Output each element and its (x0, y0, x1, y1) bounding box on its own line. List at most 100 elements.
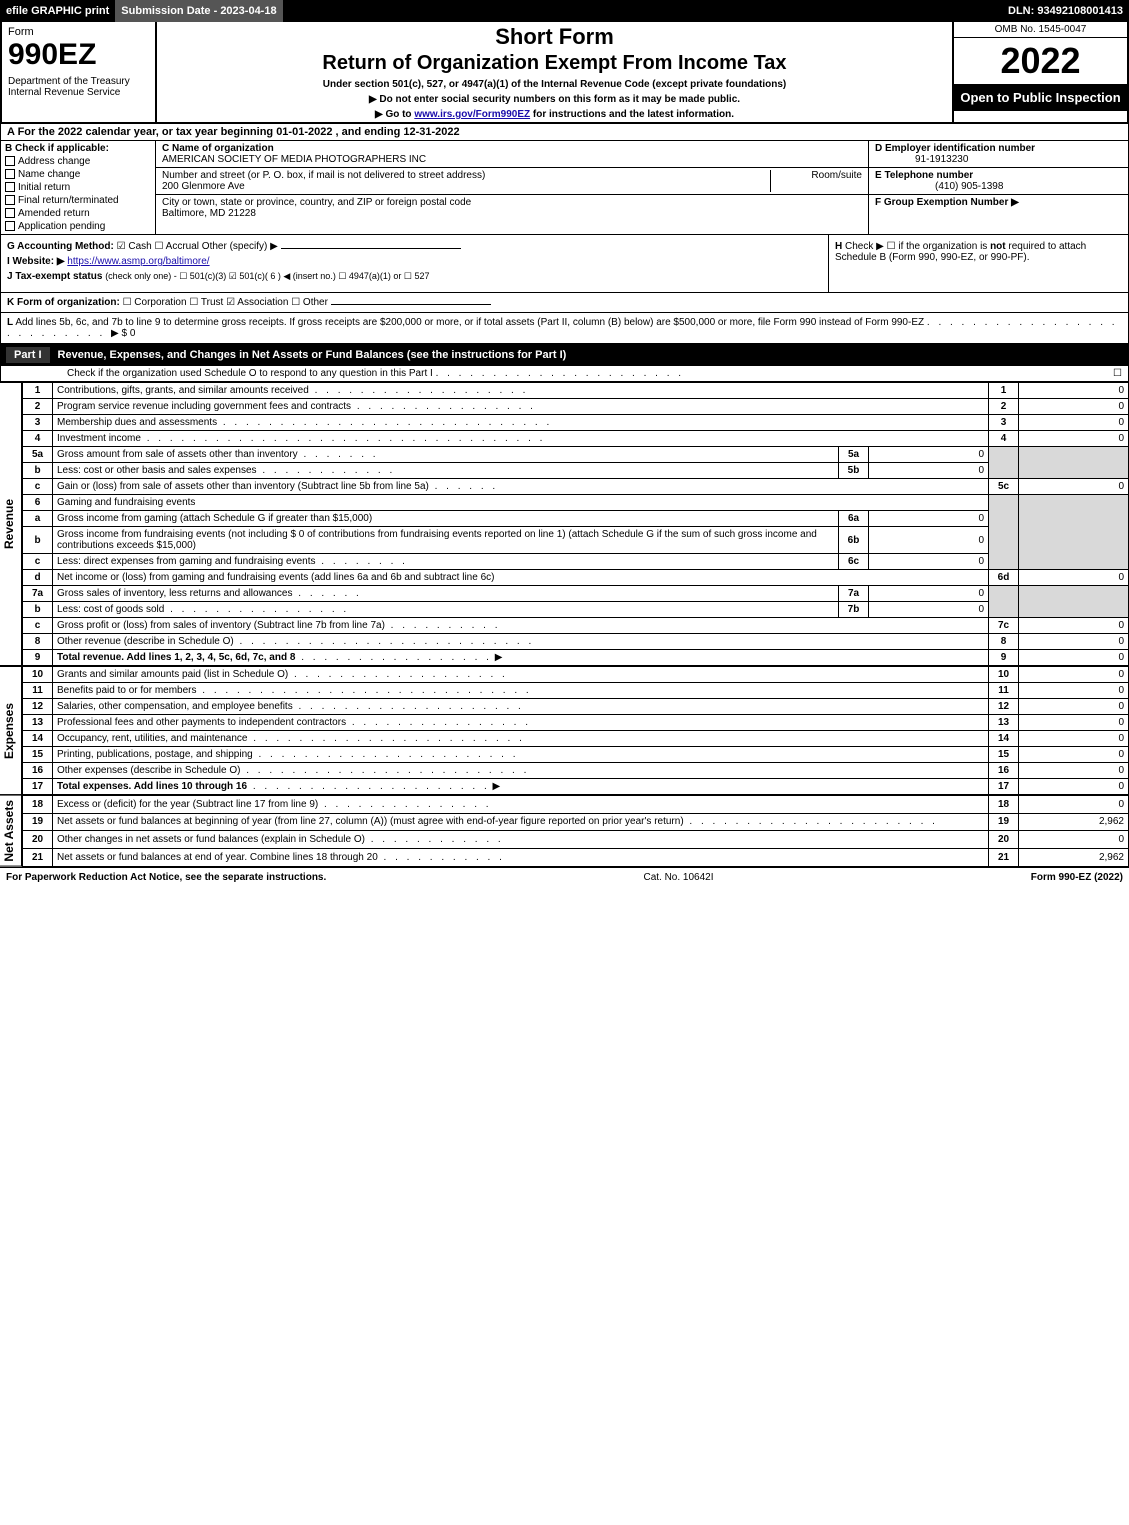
chk-address-change[interactable]: Address change (5, 156, 151, 167)
chk-name-change[interactable]: Name change (5, 169, 151, 180)
line-7a: 7aGross sales of inventory, less returns… (23, 586, 1129, 602)
line-1: 1Contributions, gifts, grants, and simil… (23, 383, 1129, 399)
l-amount: ▶ $ 0 (111, 328, 135, 339)
city-value: Baltimore, MD 21228 (162, 208, 256, 219)
line-16: 16Other expenses (describe in Schedule O… (23, 763, 1129, 779)
chk-initial-return[interactable]: Initial return (5, 182, 151, 193)
section-g: G Accounting Method: ☑ Cash ☐ Accrual Ot… (1, 235, 828, 292)
top-bar: efile GRAPHIC print Submission Date - 20… (0, 0, 1129, 22)
phone-value: (410) 905-1398 (875, 181, 1003, 192)
title-main: Return of Organization Exempt From Incom… (163, 52, 946, 75)
form-word: Form (8, 26, 149, 38)
section-h: H Check ▶ ☐ if the organization is not r… (828, 235, 1128, 292)
ein-block: D Employer identification number 91-1913… (869, 141, 1128, 168)
chk-application-pending[interactable]: Application pending (5, 221, 151, 232)
website-line: I Website: ▶ https://www.asmp.org/baltim… (7, 256, 822, 267)
tax-exempt-line: J Tax-exempt status (check only one) - ☐… (7, 271, 822, 282)
section-def: D Employer identification number 91-1913… (868, 141, 1128, 234)
line-13: 13Professional fees and other payments t… (23, 715, 1129, 731)
line-11: 11Benefits paid to or for members . . . … (23, 683, 1129, 699)
expenses-sidebar: Expenses (0, 666, 22, 795)
b-label: B Check if applicable: (5, 143, 109, 154)
phone-label: E Telephone number (875, 170, 973, 181)
ein-label: D Employer identification number (875, 143, 1035, 154)
subtitle-ssn-warning: ▶ Do not enter social security numbers o… (163, 94, 946, 105)
street-value: 200 Glenmore Ave (162, 181, 245, 192)
accounting-method: G Accounting Method: ☑ Cash ☐ Accrual Ot… (7, 241, 822, 252)
goto-post: for instructions and the latest informat… (530, 109, 734, 120)
city-row: City or town, state or province, country… (156, 195, 868, 221)
line-7b: bLess: cost of goods sold . . . . . . . … (23, 602, 1129, 618)
city-label: City or town, state or province, country… (162, 197, 471, 208)
row-k: K Form of organization: ☐ Corporation ☐ … (0, 293, 1129, 313)
row-l: L Add lines 5b, 6c, and 7b to line 9 to … (0, 313, 1129, 344)
section-ghij: G Accounting Method: ☑ Cash ☐ Accrual Ot… (0, 235, 1129, 293)
revenue-sidebar: Revenue (0, 382, 22, 666)
tax-exempt-options: (check only one) - ☐ 501(c)(3) ☑ 501(c)(… (105, 271, 429, 281)
section-c: C Name of organization AMERICAN SOCIETY … (156, 141, 868, 234)
group-exemption-block: F Group Exemption Number ▶ (869, 195, 1128, 234)
h-text1: Check ▶ ☐ if the organization is (845, 241, 990, 252)
line-20: 20Other changes in net assets or fund ba… (23, 831, 1129, 849)
line-15: 15Printing, publications, postage, and s… (23, 747, 1129, 763)
omb-number: OMB No. 1545-0047 (954, 22, 1127, 38)
tax-year: 2022 (954, 38, 1127, 84)
group-label: F Group Exemption Number ▶ (875, 197, 1019, 208)
line-4: 4Investment income . . . . . . . . . . .… (23, 431, 1129, 447)
chk-amended-return[interactable]: Amended return (5, 208, 151, 219)
line-6c: cLess: direct expenses from gaming and f… (23, 554, 1129, 570)
line-19: 19Net assets or fund balances at beginni… (23, 813, 1129, 831)
line-6d: dNet income or (loss) from gaming and fu… (23, 570, 1129, 586)
k-options: ☐ Corporation ☐ Trust ☑ Association ☐ Ot… (123, 297, 328, 308)
subtitle-goto: ▶ Go to www.irs.gov/Form990EZ for instru… (163, 109, 946, 120)
form-header: Form 990EZ Department of the Treasury In… (0, 22, 1129, 124)
website-link[interactable]: https://www.asmp.org/baltimore/ (67, 256, 209, 267)
l-text: Add lines 5b, 6c, and 7b to line 9 to de… (13, 317, 924, 328)
street-row: Number and street (or P. O. box, if mail… (156, 168, 868, 195)
room-suite: Room/suite (770, 170, 862, 192)
expenses-grid: 10Grants and similar amounts paid (list … (22, 666, 1129, 795)
line-17: 17Total expenses. Add lines 10 through 1… (23, 779, 1129, 795)
line-12: 12Salaries, other compensation, and empl… (23, 699, 1129, 715)
c-name-label: C Name of organization (162, 143, 274, 154)
dept-label: Department of the Treasury Internal Reve… (8, 76, 149, 98)
form-id-block: Form 990EZ Department of the Treasury In… (2, 22, 157, 122)
form-right-block: OMB No. 1545-0047 2022 Open to Public In… (952, 22, 1127, 122)
accounting-options: ☑ Cash ☐ Accrual Other (specify) ▶ (117, 241, 278, 252)
part1-tag: Part I (6, 347, 50, 363)
part1-checkbox[interactable]: ☐ (1113, 368, 1122, 379)
efile-label[interactable]: efile GRAPHIC print (0, 0, 115, 22)
part1-title: Revenue, Expenses, and Changes in Net As… (58, 349, 567, 361)
line-10: 10Grants and similar amounts paid (list … (23, 667, 1129, 683)
section-bcd: B Check if applicable: Address change Na… (0, 141, 1129, 235)
line-3: 3Membership dues and assessments . . . .… (23, 415, 1129, 431)
line-5b: bLess: cost or other basis and sales exp… (23, 463, 1129, 479)
line-6a: aGross income from gaming (attach Schedu… (23, 511, 1129, 527)
part1-header: Part I Revenue, Expenses, and Changes in… (0, 344, 1129, 366)
line-21: 21Net assets or fund balances at end of … (23, 848, 1129, 866)
phone-block: E Telephone number (410) 905-1398 (869, 168, 1128, 195)
irs-link[interactable]: www.irs.gov/Form990EZ (414, 109, 530, 120)
h-not: not (990, 241, 1006, 252)
line-5a: 5aGross amount from sale of assets other… (23, 447, 1129, 463)
dln: DLN: 93492108001413 (1002, 0, 1129, 22)
revenue-grid: 1Contributions, gifts, grants, and simil… (22, 382, 1129, 666)
title-short-form: Short Form (163, 24, 946, 50)
section-b: B Check if applicable: Address change Na… (1, 141, 156, 234)
netassets-sidebar: Net Assets (0, 795, 22, 867)
footer-left: For Paperwork Reduction Act Notice, see … (6, 872, 326, 883)
page-footer: For Paperwork Reduction Act Notice, see … (0, 867, 1129, 887)
footer-right: Form 990-EZ (2022) (1031, 872, 1123, 883)
org-name: AMERICAN SOCIETY OF MEDIA PHOTOGRAPHERS … (162, 154, 426, 165)
chk-final-return[interactable]: Final return/terminated (5, 195, 151, 206)
netassets-section: Net Assets 18Excess or (deficit) for the… (0, 795, 1129, 867)
form-title-block: Short Form Return of Organization Exempt… (157, 22, 952, 122)
line-9: 9Total revenue. Add lines 1, 2, 3, 4, 5c… (23, 650, 1129, 666)
footer-catno: Cat. No. 10642I (326, 872, 1030, 883)
netassets-grid: 18Excess or (deficit) for the year (Subt… (22, 795, 1129, 867)
line-6: 6Gaming and fundraising events (23, 495, 1129, 511)
submission-date: Submission Date - 2023-04-18 (115, 0, 282, 22)
revenue-section: Revenue 1Contributions, gifts, grants, a… (0, 382, 1129, 666)
org-name-row: C Name of organization AMERICAN SOCIETY … (156, 141, 868, 168)
line-6b: bGross income from fundraising events (n… (23, 527, 1129, 554)
